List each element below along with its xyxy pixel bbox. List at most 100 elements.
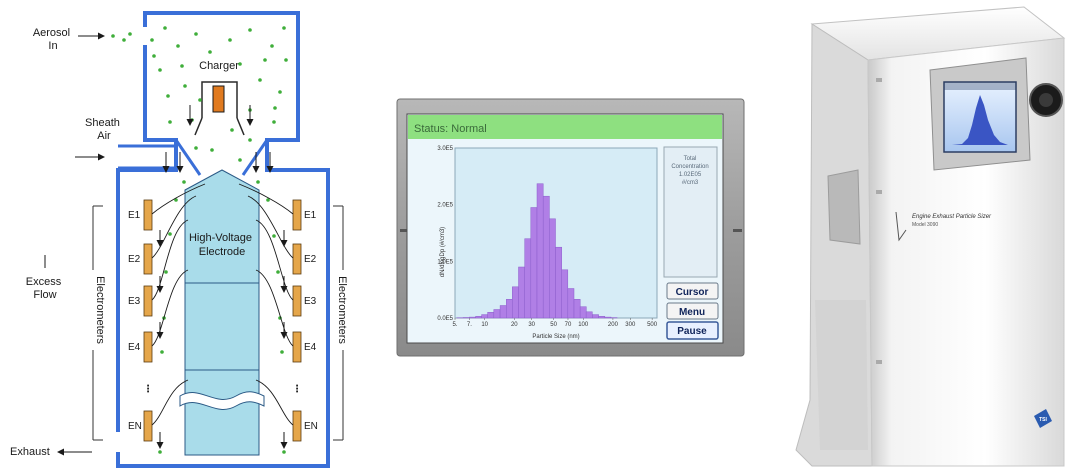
particle-trajectory xyxy=(255,219,294,301)
status-bar xyxy=(408,115,722,139)
particle-trajectory xyxy=(151,269,189,347)
aerosol-particle xyxy=(248,138,252,142)
aerosol-particle xyxy=(284,58,288,62)
concentration-line: #/cm3 xyxy=(682,180,699,186)
aerosol-particle xyxy=(194,32,198,36)
device-model: Model 3090 xyxy=(912,222,938,228)
histogram-bar xyxy=(585,311,593,319)
aerosol-particle xyxy=(183,84,187,88)
y-axis-label: dN/dlogDp (#/cm3) xyxy=(440,227,446,277)
aerosol-particle xyxy=(248,28,252,32)
excess-flow-label: Excess Flow xyxy=(26,276,65,301)
particle-trajectory xyxy=(151,379,189,426)
electrometer-strip-right xyxy=(292,199,302,231)
ellipsis-dots: ⋮ xyxy=(292,384,302,395)
aerosol-particle xyxy=(238,62,242,66)
x-tick-label: 300 xyxy=(625,322,636,328)
y-tick-label: 2.0E5 xyxy=(437,203,453,209)
histogram-bar xyxy=(536,183,544,319)
aerosol-particle xyxy=(122,38,126,42)
histogram-bar xyxy=(499,305,507,319)
y-tick-label: 1.0E5 xyxy=(437,259,453,265)
pause-button[interactable]: Pause xyxy=(666,321,719,340)
particle-trajectory xyxy=(255,269,294,347)
electrometer-label-left: EN xyxy=(128,421,142,432)
aerosol-particle xyxy=(150,38,154,42)
exhaust-label: Exhaust xyxy=(10,446,50,458)
electrometer-strip-left xyxy=(143,199,153,231)
particle-trajectory xyxy=(151,183,206,215)
aerosol-particle xyxy=(256,180,260,184)
histogram-bar xyxy=(604,316,612,319)
menu-button[interactable]: Menu xyxy=(666,302,719,320)
histogram-bar xyxy=(573,299,581,319)
aerosol-particle xyxy=(176,44,180,48)
electrometer-strip-right xyxy=(292,331,302,363)
histogram-bar xyxy=(518,266,525,319)
electrometer-label-right: E2 xyxy=(304,254,317,265)
aerosol-particle xyxy=(128,32,132,36)
eeps-instrument: Engine Exhaust Particle Sizer Model 3090… xyxy=(795,6,1066,467)
electrometer-strip-right xyxy=(292,410,302,442)
aerosol-particle xyxy=(210,148,214,152)
high-voltage-electrode xyxy=(184,169,260,456)
histogram-bar xyxy=(462,317,470,319)
charger-rod xyxy=(212,85,225,113)
device-label-title: Engine Exhaust Particle Sizer xyxy=(912,214,992,220)
electrometers-bracket-left: Electrometers xyxy=(86,205,106,441)
front-handle xyxy=(827,169,861,245)
sheath-air-label: Sheath Air xyxy=(85,117,123,142)
aerosol-particle xyxy=(198,98,202,102)
aerosol-particle xyxy=(164,270,168,274)
aerosol-particle xyxy=(228,38,232,42)
aerosol-particle xyxy=(152,54,156,58)
electrometers-label-left: Electrometers xyxy=(94,276,106,344)
histogram-bar xyxy=(555,246,562,319)
x-tick-label: 7. xyxy=(467,322,472,328)
x-tick-label: 50 xyxy=(550,322,557,328)
aerosol-particle xyxy=(158,450,162,454)
electrometer-strip-left xyxy=(143,285,153,317)
electrometer-strip-left xyxy=(143,410,153,442)
histogram-bar xyxy=(598,316,606,319)
electrometer-label-left: E2 xyxy=(128,254,141,265)
histogram-bar xyxy=(567,288,575,319)
histogram-bar xyxy=(524,238,532,319)
electrometer-strip-left xyxy=(143,243,153,275)
histogram-bar xyxy=(561,269,569,319)
concentration-panel xyxy=(663,146,718,278)
electrometers-label-right: Electrometers xyxy=(336,276,348,344)
histogram-bar xyxy=(487,312,495,319)
electrometer-label-left: E1 xyxy=(128,210,141,221)
aerosol-particle xyxy=(182,180,186,184)
electrometer-label-right: E1 xyxy=(304,210,317,221)
aerosol-particle xyxy=(238,158,242,162)
aerosol-particle xyxy=(168,232,172,236)
x-tick-label: 30 xyxy=(528,322,535,328)
cursor-button[interactable]: Cursor xyxy=(666,282,719,300)
aerosol-particle xyxy=(168,120,172,124)
histogram-bar xyxy=(481,314,489,319)
x-tick-label: 5. xyxy=(452,322,457,328)
concentration-line: 1.02E05 xyxy=(679,172,702,178)
aerosol-particle xyxy=(194,146,198,150)
ellipsis-dots: ⋮ xyxy=(143,384,153,395)
concentration-line: Concentration xyxy=(671,164,708,170)
y-tick-label: 0.0E5 xyxy=(437,316,453,322)
electrode-label: High-Voltage Electrode xyxy=(189,232,255,258)
aerosol-particle xyxy=(282,450,286,454)
aerosol-particle xyxy=(263,58,267,62)
electrometer-label-right: E3 xyxy=(304,296,317,307)
electrometer-label-right: EN xyxy=(304,421,318,432)
histogram-bar xyxy=(475,316,483,319)
electrometer-strip-left xyxy=(143,331,153,363)
aerosol-particle xyxy=(278,90,282,94)
particle-trajectory xyxy=(238,183,294,215)
aerosol-particle xyxy=(258,78,262,82)
concentration-readout: Total Concentration 1.02E05 #/cm3 xyxy=(671,156,708,186)
histogram-bar xyxy=(506,299,513,319)
aerosol-particle xyxy=(280,350,284,354)
electrometer-label-right: E4 xyxy=(304,342,317,353)
svg-text:TSI: TSI xyxy=(1039,417,1047,423)
